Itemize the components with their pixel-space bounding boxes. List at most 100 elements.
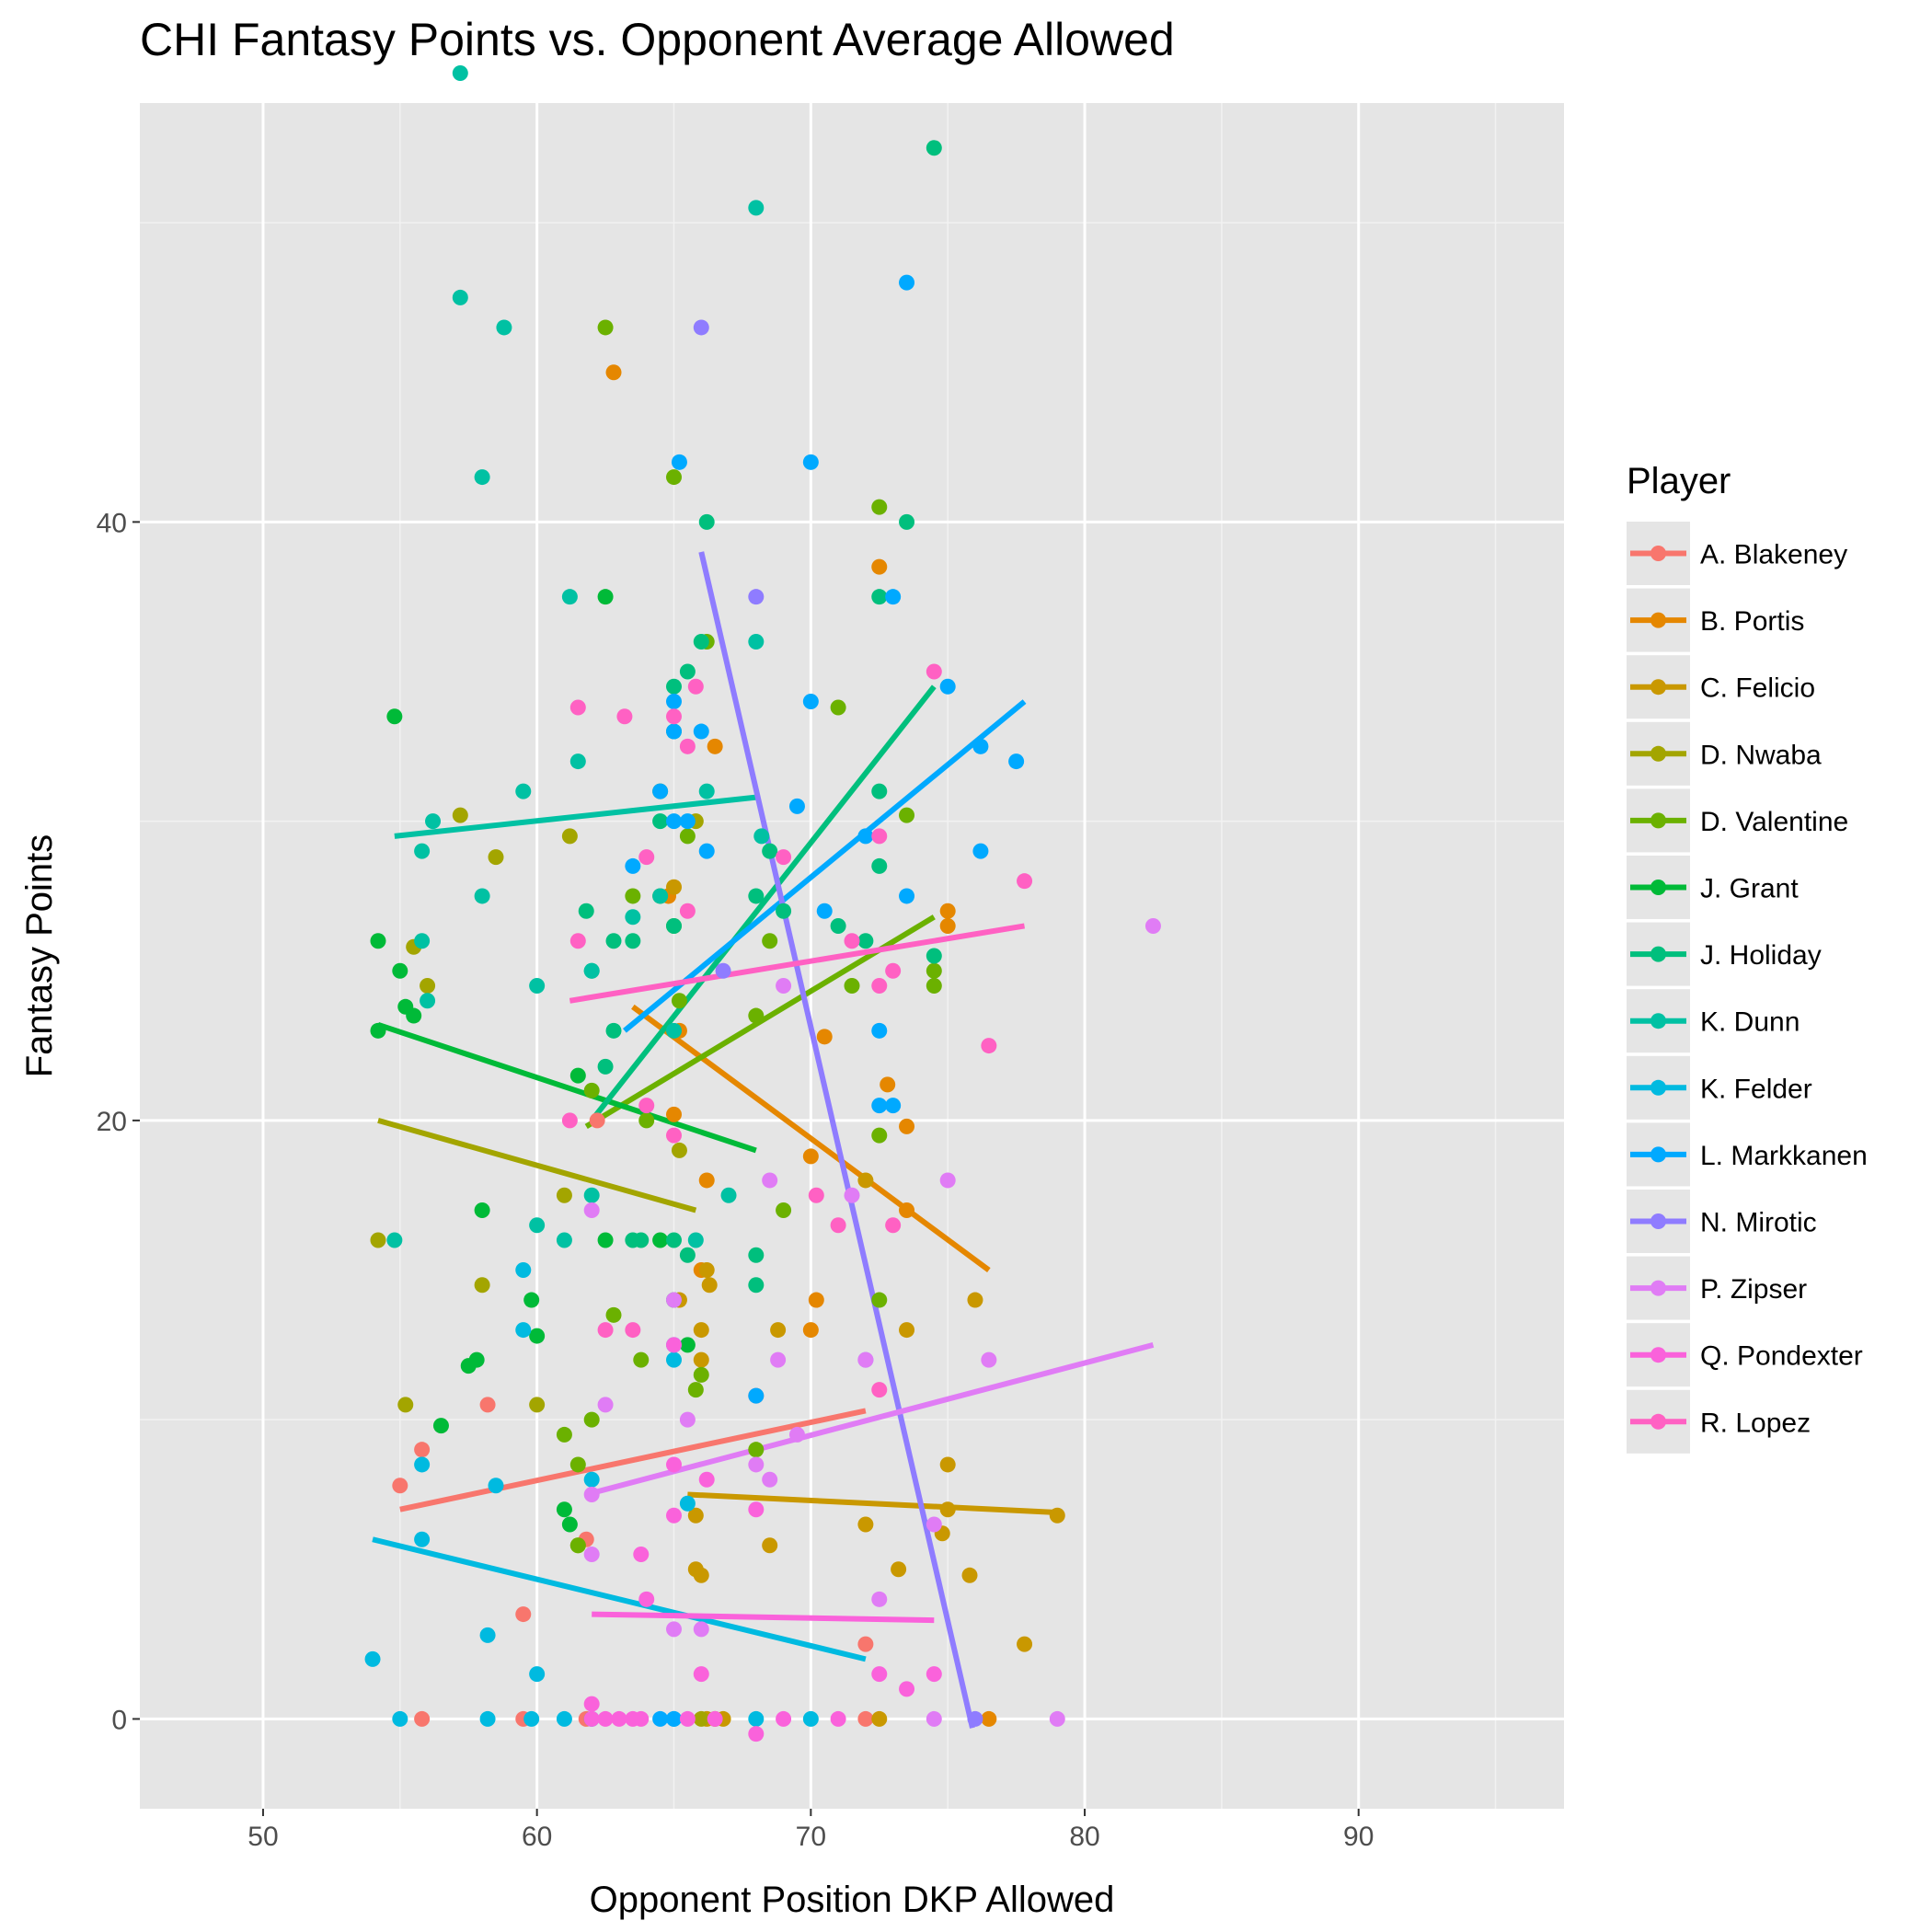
data-point (569, 699, 586, 716)
data-point (589, 1112, 605, 1129)
data-point (802, 1148, 819, 1165)
data-point (529, 1397, 546, 1413)
data-point (748, 200, 765, 216)
data-point (666, 469, 682, 486)
data-point (808, 1292, 824, 1308)
data-point (926, 978, 942, 995)
data-point (652, 783, 669, 799)
data-point (776, 1710, 792, 1727)
data-point (666, 1621, 682, 1638)
data-point (693, 1322, 709, 1339)
data-point (871, 1127, 888, 1144)
data-point (569, 753, 586, 770)
data-point (693, 1366, 709, 1383)
data-point (479, 1397, 496, 1413)
data-point (425, 813, 442, 830)
data-point (830, 1217, 846, 1234)
data-point (748, 1456, 765, 1473)
data-point (939, 1501, 956, 1518)
y-tick-label: 0 (111, 1705, 127, 1735)
data-point (967, 1710, 983, 1727)
x-tick-label: 50 (247, 1822, 278, 1852)
data-point (679, 738, 696, 754)
legend-label: L. Markkanen (1700, 1141, 1868, 1171)
data-point (671, 454, 687, 470)
data-point (926, 663, 942, 680)
data-point (414, 1710, 431, 1727)
data-point (671, 1142, 687, 1158)
data-point (1008, 753, 1025, 770)
legend-key-point (1650, 1280, 1666, 1296)
data-point (666, 1022, 682, 1039)
data-point (802, 694, 819, 710)
data-point (1049, 1710, 1065, 1727)
data-point (597, 1710, 614, 1727)
data-point (432, 1418, 449, 1434)
data-point (488, 1478, 504, 1494)
data-point (885, 962, 902, 979)
data-point (515, 1606, 532, 1623)
data-point (698, 513, 715, 530)
data-point (679, 1411, 696, 1428)
data-point (871, 783, 888, 799)
trend-line (377, 1021, 757, 1154)
data-point (776, 1202, 792, 1218)
data-point (633, 1351, 650, 1368)
data-point (871, 558, 888, 575)
trend-line (399, 1408, 867, 1512)
data-point (556, 1501, 572, 1518)
data-point (420, 978, 436, 995)
data-point (830, 1710, 846, 1727)
data-point (679, 1247, 696, 1263)
data-point (693, 1567, 709, 1583)
x-tick-label: 80 (1069, 1822, 1099, 1852)
data-point (762, 843, 778, 859)
legend-key-point (1650, 880, 1666, 895)
data-point (748, 1501, 765, 1518)
data-point (420, 993, 436, 1009)
data-point (1144, 917, 1161, 934)
legend-title: Player (1627, 461, 1731, 501)
data-point (802, 1322, 819, 1339)
data-point (1017, 873, 1033, 890)
data-point (1049, 1507, 1065, 1524)
data-point (693, 1621, 709, 1638)
legend-item: K. Felder (1627, 1055, 1812, 1120)
data-point (926, 1666, 942, 1683)
data-point (597, 1397, 614, 1413)
data-point (748, 589, 765, 605)
data-point (808, 1187, 824, 1203)
data-point (583, 1411, 600, 1428)
data-point (715, 962, 731, 979)
data-point (871, 589, 888, 605)
data-point (474, 888, 490, 904)
legend-item: D. Valentine (1627, 788, 1848, 853)
data-point (556, 1710, 572, 1727)
legend-item: Q. Pondexter (1627, 1323, 1863, 1387)
legend-item: J. Grant (1627, 856, 1799, 919)
data-point (666, 1507, 682, 1524)
data-point (666, 1456, 682, 1473)
data-point (698, 1262, 715, 1279)
legend-item: D. Nwaba (1627, 721, 1822, 786)
fit-lines (372, 551, 1155, 1729)
data-point (967, 1292, 983, 1308)
legend-label: D. Valentine (1700, 807, 1848, 837)
x-tick-label: 70 (796, 1822, 826, 1852)
data-point (788, 1426, 805, 1443)
data-point (899, 274, 915, 291)
data-point (583, 1710, 600, 1727)
data-point (871, 1098, 888, 1114)
legend-label: P. Zipser (1700, 1274, 1807, 1305)
legend-key-point (1650, 1347, 1666, 1363)
legend: A. Blakeney B. Portis C. Felicio D. Nwaba D.… (1627, 522, 1868, 1454)
data-point (748, 1387, 765, 1404)
data-point (625, 933, 641, 949)
data-point (891, 1561, 907, 1578)
data-point (899, 807, 915, 823)
data-point (370, 1022, 386, 1039)
data-point (707, 738, 723, 754)
data-points (364, 64, 1161, 1742)
legend-key-point (1650, 1413, 1666, 1430)
data-point (474, 1202, 490, 1218)
